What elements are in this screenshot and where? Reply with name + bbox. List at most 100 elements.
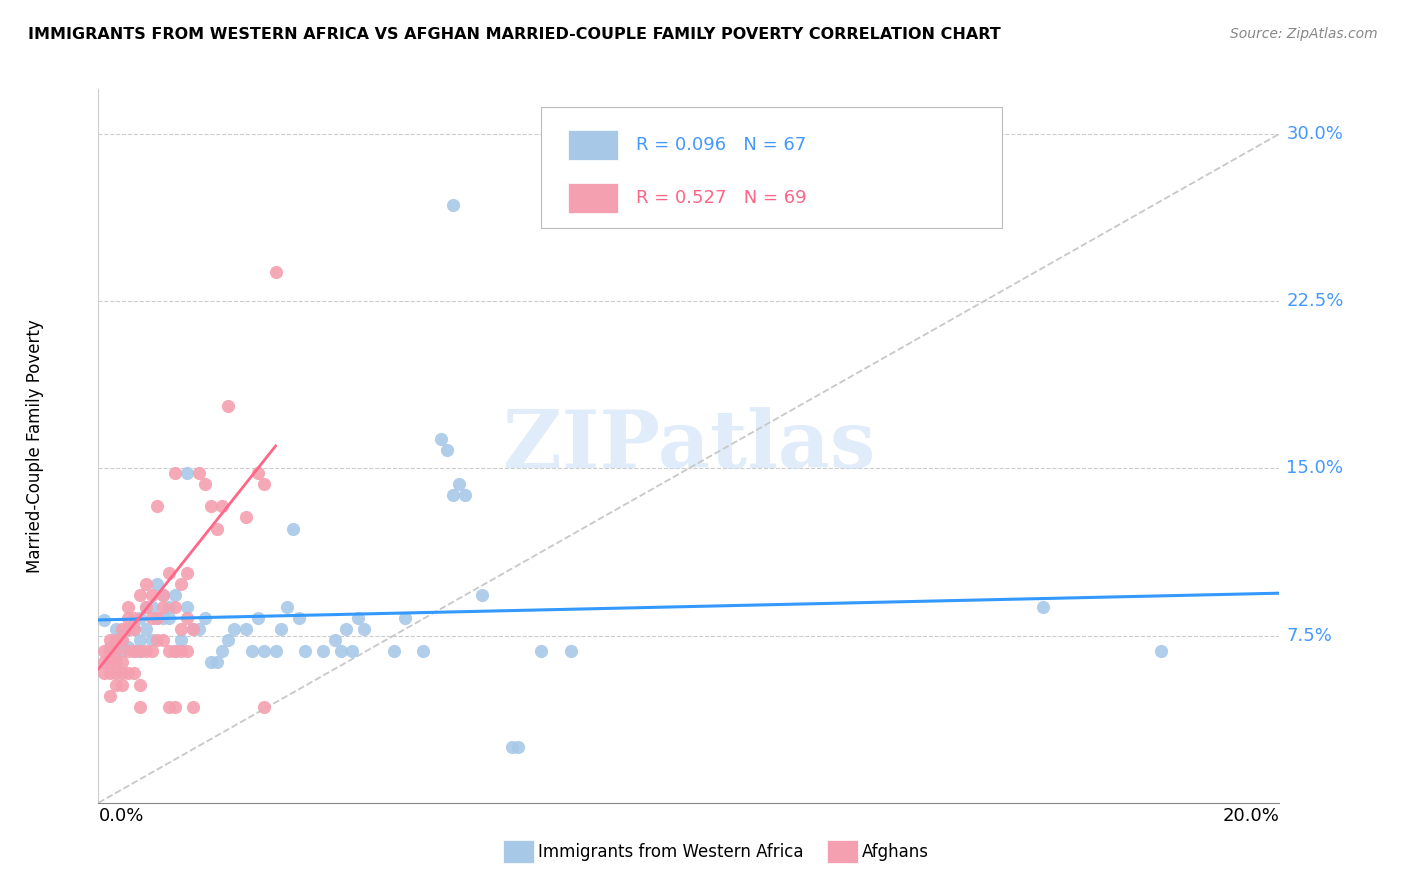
Point bbox=[194, 476, 217, 491]
Point bbox=[111, 633, 134, 648]
Point bbox=[335, 622, 357, 636]
Point bbox=[122, 666, 145, 681]
Point bbox=[122, 622, 145, 636]
Point bbox=[436, 443, 458, 458]
Text: Immigrants from Western Africa: Immigrants from Western Africa bbox=[538, 843, 804, 861]
Point bbox=[170, 644, 193, 658]
Point bbox=[176, 566, 198, 581]
Point bbox=[447, 476, 470, 491]
Point bbox=[312, 644, 335, 658]
Text: 0.0%: 0.0% bbox=[98, 807, 143, 825]
Point bbox=[141, 610, 163, 624]
Text: ZIPatlas: ZIPatlas bbox=[503, 407, 875, 485]
Point bbox=[117, 644, 139, 658]
Point bbox=[98, 640, 121, 654]
Point bbox=[111, 622, 134, 636]
Point bbox=[93, 666, 115, 681]
Point bbox=[141, 644, 163, 658]
Point bbox=[128, 678, 150, 692]
Point bbox=[157, 644, 180, 658]
Point bbox=[157, 699, 180, 714]
Point bbox=[181, 622, 204, 636]
Point bbox=[200, 500, 222, 514]
Point bbox=[176, 610, 198, 624]
Point bbox=[165, 466, 187, 480]
Point bbox=[152, 599, 174, 614]
Point bbox=[98, 666, 121, 681]
Point bbox=[441, 488, 464, 502]
Point bbox=[181, 622, 204, 636]
Point bbox=[288, 610, 311, 624]
Point bbox=[111, 644, 134, 658]
Point bbox=[176, 466, 198, 480]
Point bbox=[93, 644, 115, 658]
Point bbox=[117, 610, 139, 624]
Point bbox=[276, 599, 298, 614]
Point bbox=[111, 666, 134, 681]
Text: 30.0%: 30.0% bbox=[1286, 125, 1343, 143]
Point bbox=[157, 599, 180, 614]
Point bbox=[157, 566, 180, 581]
Text: IMMIGRANTS FROM WESTERN AFRICA VS AFGHAN MARRIED-COUPLE FAMILY POVERTY CORRELATI: IMMIGRANTS FROM WESTERN AFRICA VS AFGHAN… bbox=[28, 27, 1001, 42]
Point bbox=[165, 599, 187, 614]
Point bbox=[170, 622, 193, 636]
Point bbox=[152, 633, 174, 648]
Point bbox=[98, 633, 121, 648]
Point bbox=[394, 610, 416, 624]
Point bbox=[128, 644, 150, 658]
Point bbox=[128, 633, 150, 648]
Point bbox=[105, 633, 128, 648]
Point bbox=[141, 599, 163, 614]
Point bbox=[111, 678, 134, 692]
Point bbox=[246, 466, 269, 480]
Point bbox=[105, 622, 128, 636]
Point bbox=[560, 644, 582, 658]
Point bbox=[235, 622, 257, 636]
Text: Married-Couple Family Poverty: Married-Couple Family Poverty bbox=[27, 319, 44, 573]
Point bbox=[146, 500, 169, 514]
Point bbox=[111, 633, 134, 648]
Point bbox=[165, 699, 187, 714]
Point bbox=[165, 644, 187, 658]
Point bbox=[205, 655, 228, 669]
Point bbox=[128, 699, 150, 714]
Point bbox=[224, 622, 246, 636]
Point bbox=[105, 678, 128, 692]
Point bbox=[117, 640, 139, 654]
Point bbox=[165, 644, 187, 658]
Point bbox=[530, 644, 553, 658]
Point bbox=[135, 599, 157, 614]
Point bbox=[128, 610, 150, 624]
Point bbox=[205, 521, 228, 535]
Point bbox=[146, 633, 169, 648]
Point bbox=[329, 644, 352, 658]
Point bbox=[98, 644, 121, 658]
Point bbox=[240, 644, 263, 658]
Text: 7.5%: 7.5% bbox=[1286, 626, 1333, 645]
Point bbox=[152, 610, 174, 624]
FancyBboxPatch shape bbox=[541, 107, 1002, 228]
Point bbox=[117, 666, 139, 681]
Point bbox=[105, 635, 128, 649]
FancyBboxPatch shape bbox=[568, 183, 619, 212]
Point bbox=[342, 644, 364, 658]
Text: 22.5%: 22.5% bbox=[1286, 292, 1344, 310]
Point bbox=[152, 589, 174, 603]
Point bbox=[128, 589, 150, 603]
Point bbox=[117, 599, 139, 614]
Point bbox=[170, 577, 193, 591]
Text: Source: ZipAtlas.com: Source: ZipAtlas.com bbox=[1230, 27, 1378, 41]
Point bbox=[111, 655, 134, 669]
Point bbox=[135, 622, 157, 636]
Point bbox=[264, 265, 287, 279]
Point bbox=[122, 622, 145, 636]
Point bbox=[128, 644, 150, 658]
Point bbox=[412, 644, 434, 658]
Text: Afghans: Afghans bbox=[862, 843, 929, 861]
Point bbox=[323, 633, 346, 648]
Point bbox=[506, 740, 529, 755]
Point bbox=[200, 655, 222, 669]
Point bbox=[135, 599, 157, 614]
Point bbox=[122, 610, 145, 624]
Point bbox=[105, 655, 128, 669]
